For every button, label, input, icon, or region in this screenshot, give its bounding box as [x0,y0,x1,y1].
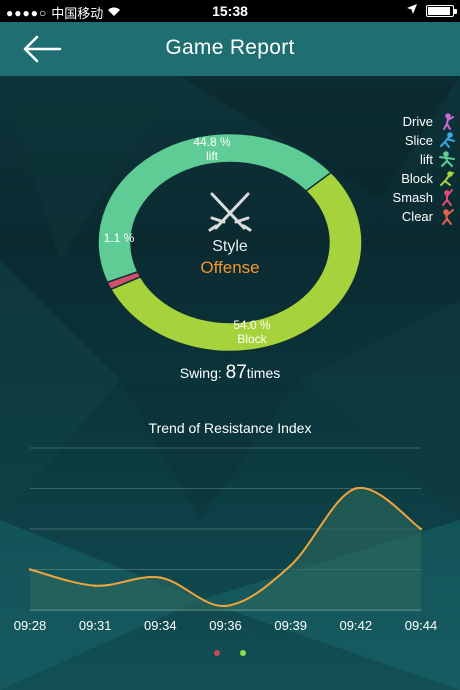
x-tick-label: 09:28 [14,618,47,633]
donut-segment-block [109,171,363,353]
legend-item-drive: Drive [360,112,456,131]
player-lift-icon [439,151,455,167]
chart-title: Trend of Resistance Index [148,420,312,436]
swing-unit: times [246,365,281,381]
segment-name: lift [206,149,218,163]
legend-label: Slice [404,133,433,148]
legend-label: Clear [401,209,433,224]
chart-point [419,527,423,531]
chart-point [289,564,292,567]
swing-count: Swing: 87times [0,362,460,384]
x-tick-label: 09:44 [405,618,438,633]
segment-percent: 44.8 % [193,135,231,149]
shot-type-legend: Drive Slice lift Block Smash Clear [360,112,456,226]
chart-point [224,604,227,608]
legend-label: Drive [402,114,433,129]
player-smash-icon [442,189,453,206]
segment-percent: 1.1 % [103,231,135,245]
page-indicator [0,650,460,656]
chart-area-fill [30,487,421,610]
legend-item-lift: lift [360,150,456,169]
status-time: 15:38 [212,3,248,19]
player-drive-icon [443,113,454,130]
segment-label-lift: 44.8 % lift [172,135,252,163]
legend-label: Block [401,171,433,186]
back-arrow-icon [23,35,62,63]
legend-item-smash: Smash [360,188,456,207]
wifi-icon [107,6,121,20]
x-tick-label: 09:39 [274,618,307,633]
player-block-icon [440,171,454,186]
swing-label: Swing: [179,365,222,381]
x-tick-label: 09:34 [144,618,177,633]
legend-item-slice: Slice [360,131,456,150]
player-clear-icon [442,209,454,225]
x-tick-label: 09:42 [340,618,373,633]
legend-item-clear: Clear [360,207,456,226]
page-title: Game Report [165,36,295,59]
segment-label-small: 1.1 % [96,231,142,245]
segment-label-block: 54.0 % Block [212,318,292,346]
player-slice-icon [440,132,455,148]
page-dot[interactable] [214,650,220,656]
chart-point [93,584,97,587]
status-bar: ●●●●○ 中国移动 15:38 [0,0,460,22]
legend-item-block: Block [360,169,456,188]
chart-point [354,487,358,490]
resistance-trend-chart: 09:28 09:31 09:34 09:36 09:39 09:42 09:44 [14,447,438,633]
crossed-swords-icon [202,190,258,236]
style-value: Offense [200,258,260,277]
page-dot[interactable] [240,650,246,656]
donut-segment-lift [97,132,333,284]
signal-strength: ●●●●○ [6,5,48,20]
swing-number: 87 [225,362,247,383]
segment-percent: 54.0 % [233,318,271,332]
legend-label: Smash [392,190,433,205]
battery-icon [426,4,457,17]
back-button[interactable] [20,34,64,64]
location-arrow-icon [406,3,418,18]
x-tick-label: 09:36 [209,618,242,633]
x-tick-label: 09:31 [79,618,112,633]
app-header: Game Report [0,22,460,76]
legend-label: lift [420,152,433,167]
style-donut-chart [97,132,363,353]
segment-name: Block [237,332,267,346]
chart-point [28,568,32,571]
carrier-name: 中国移动 [51,6,104,21]
chart-point [159,576,162,579]
style-label: Style [212,238,248,255]
